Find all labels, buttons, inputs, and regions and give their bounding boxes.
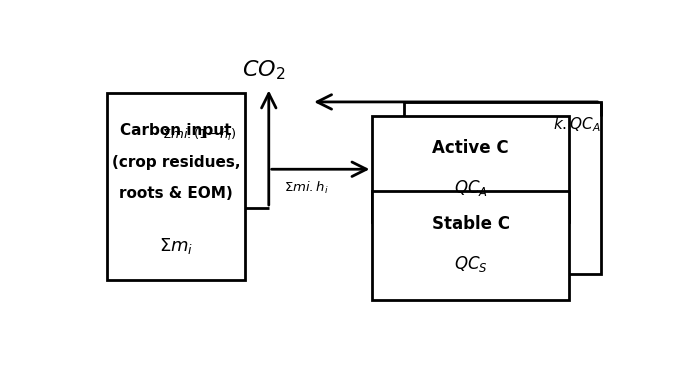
Bar	[373, 116, 569, 222]
Bar	[404, 102, 601, 274]
Bar	[373, 191, 569, 299]
Text: Stable C: Stable C	[432, 215, 510, 232]
Text: $\Sigma m_i$: $\Sigma m_i$	[159, 236, 193, 256]
Text: $\Sigma mi.h_i$: $\Sigma mi.h_i$	[284, 180, 328, 196]
Text: $CO_2$: $CO_2$	[242, 59, 285, 82]
Text: $QC_S$: $QC_S$	[453, 254, 487, 274]
Text: Active C: Active C	[432, 139, 509, 157]
Text: Carbon input: Carbon input	[120, 123, 232, 138]
Text: (crop residues,: (crop residues,	[112, 155, 240, 170]
Text: $\Sigma mi.(1\!-\!h_i)$: $\Sigma mi.(1\!-\!h_i)$	[162, 127, 237, 143]
Text: $k.QC_A$: $k.QC_A$	[553, 115, 601, 134]
Text: $QC_A$: $QC_A$	[453, 178, 488, 198]
Text: roots & EOM): roots & EOM)	[119, 186, 233, 201]
Bar	[107, 93, 245, 279]
